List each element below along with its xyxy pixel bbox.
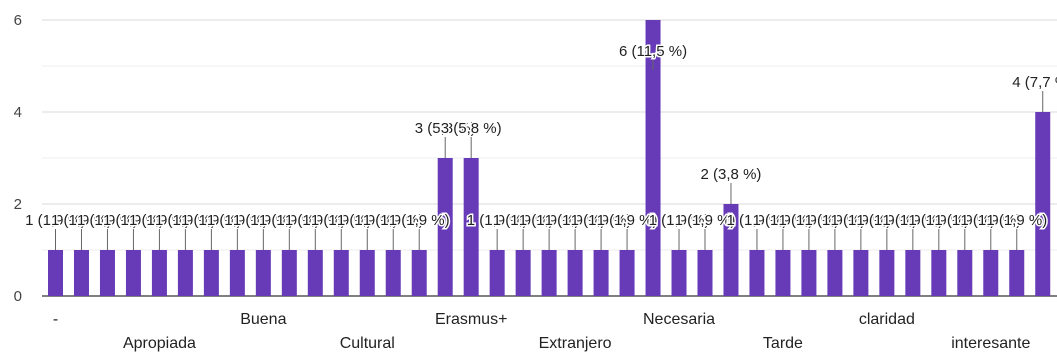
bar[interactable]: [853, 250, 869, 296]
data-label: 1 (1,9 %): [25, 212, 86, 229]
data-label: 4 (7,7 %): [1012, 74, 1057, 91]
data-label: 1 (1,9 %): [337, 212, 398, 229]
x-category-label: Buena: [240, 311, 286, 328]
bar[interactable]: [281, 250, 297, 296]
data-label: 1 (1,9 %): [908, 212, 969, 229]
data-label: 1 (1,9 %): [233, 212, 294, 229]
bar[interactable]: [385, 250, 401, 296]
bars: [48, 20, 1051, 296]
bar[interactable]: [931, 250, 947, 296]
data-label: 3 (5,8 %): [441, 120, 502, 137]
data-label: 1 (1,9 %): [311, 212, 372, 229]
x-category-label: Apropiada: [123, 335, 196, 352]
data-label: 1 (1,9 %): [389, 212, 450, 229]
bar[interactable]: [255, 250, 271, 296]
bar[interactable]: [983, 250, 999, 296]
bar[interactable]: [567, 250, 583, 296]
y-tick-label: 6: [14, 12, 22, 29]
x-category-label: Necesaria: [643, 311, 715, 328]
data-label: 2 (3,8 %): [701, 166, 762, 183]
data-label: 1 (1,9 %): [571, 212, 632, 229]
data-label: 1 (1,9 %): [207, 212, 268, 229]
bar[interactable]: [125, 250, 141, 296]
data-labels: 1 (1,9 %)1 (1,9 %)1 (1,9 %)1 (1,9 %)1 (1…: [24, 42, 1057, 250]
bar[interactable]: [229, 250, 245, 296]
data-label: 1 (1,9 %): [675, 212, 736, 229]
x-category-label: -: [53, 311, 58, 328]
bar[interactable]: [411, 250, 427, 296]
data-label: 1 (1,9 %): [77, 212, 138, 229]
data-label: 1 (1,9 %): [804, 212, 865, 229]
data-label: 1 (1,9 %): [753, 212, 814, 229]
bar[interactable]: [463, 158, 479, 296]
data-label: 1 (1,9 %): [934, 212, 995, 229]
bar[interactable]: [333, 250, 349, 296]
data-label: 1 (1,9 %): [545, 212, 606, 229]
bar[interactable]: [151, 250, 167, 296]
bar[interactable]: [1009, 250, 1025, 296]
data-label: 3 (5,8 %): [415, 120, 476, 137]
data-label: 1 (1,9 %): [778, 212, 839, 229]
data-label: 1 (1,9 %): [830, 212, 891, 229]
bar[interactable]: [489, 250, 505, 296]
bar[interactable]: [723, 204, 739, 296]
x-category-label: claridad: [859, 311, 915, 328]
bar[interactable]: [541, 250, 557, 296]
x-axis-categories: - Apropiada Buena Cultural Erasmus+ Extranjer…: [53, 311, 1031, 352]
x-category-label: Erasmus+: [435, 311, 507, 328]
bar[interactable]: [593, 250, 609, 296]
data-label: 1 (1,9 %): [649, 212, 710, 229]
data-label: 1 (1,9 %): [155, 212, 216, 229]
bar[interactable]: [359, 250, 375, 296]
y-axis-ticks: 0 2 4 6: [14, 12, 22, 305]
data-label: 1 (1,9 %): [181, 212, 242, 229]
bar[interactable]: [1035, 112, 1051, 296]
x-category-label: Tarde: [763, 335, 803, 352]
data-label: 1 (1,9 %): [986, 212, 1047, 229]
data-label: 1 (1,9 %): [960, 212, 1021, 229]
bar[interactable]: [879, 250, 895, 296]
data-label: 1 (1,9 %): [727, 212, 788, 229]
bar[interactable]: [749, 250, 765, 296]
data-label: 1 (1,9 %): [363, 212, 424, 229]
bar[interactable]: [697, 250, 713, 296]
x-category-label: Extranjero: [539, 335, 612, 352]
bar[interactable]: [619, 250, 635, 296]
data-label: 1 (1,9 %): [597, 212, 658, 229]
bar[interactable]: [177, 250, 193, 296]
bar[interactable]: [99, 250, 115, 296]
bar[interactable]: [801, 250, 817, 296]
data-label: 1 (1,9 %): [493, 212, 554, 229]
bar[interactable]: [203, 250, 219, 296]
y-tick-label: 0: [14, 288, 22, 305]
bar[interactable]: [48, 250, 63, 296]
bar[interactable]: [775, 250, 791, 296]
bar[interactable]: [73, 250, 89, 296]
data-label: 1 (1,9 %): [519, 212, 580, 229]
data-label: 1 (1,9 %): [129, 212, 190, 229]
y-tick-label: 2: [14, 196, 22, 213]
data-label: 1 (1,9 %): [467, 212, 528, 229]
data-label: 1 (1,9 %): [259, 212, 320, 229]
data-label: 6 (11,5 %): [619, 43, 687, 60]
bar[interactable]: [957, 250, 973, 296]
bar[interactable]: [515, 250, 531, 296]
x-category-label: Cultural: [340, 335, 395, 352]
bar[interactable]: [905, 250, 921, 296]
data-label: 1 (1,9 %): [285, 212, 346, 229]
data-label: 1 (1,9 %): [51, 212, 112, 229]
data-label: 1 (1,9 %): [856, 212, 917, 229]
x-category-label: interesante: [951, 335, 1030, 352]
y-tick-label: 4: [14, 104, 22, 121]
bar[interactable]: [827, 250, 843, 296]
data-label: 1 (1,9 %): [882, 212, 943, 229]
bar[interactable]: [307, 250, 323, 296]
data-label: 1 (1,9 %): [103, 212, 164, 229]
bar[interactable]: [645, 20, 661, 296]
bar[interactable]: [437, 158, 453, 296]
bar[interactable]: [671, 250, 687, 296]
